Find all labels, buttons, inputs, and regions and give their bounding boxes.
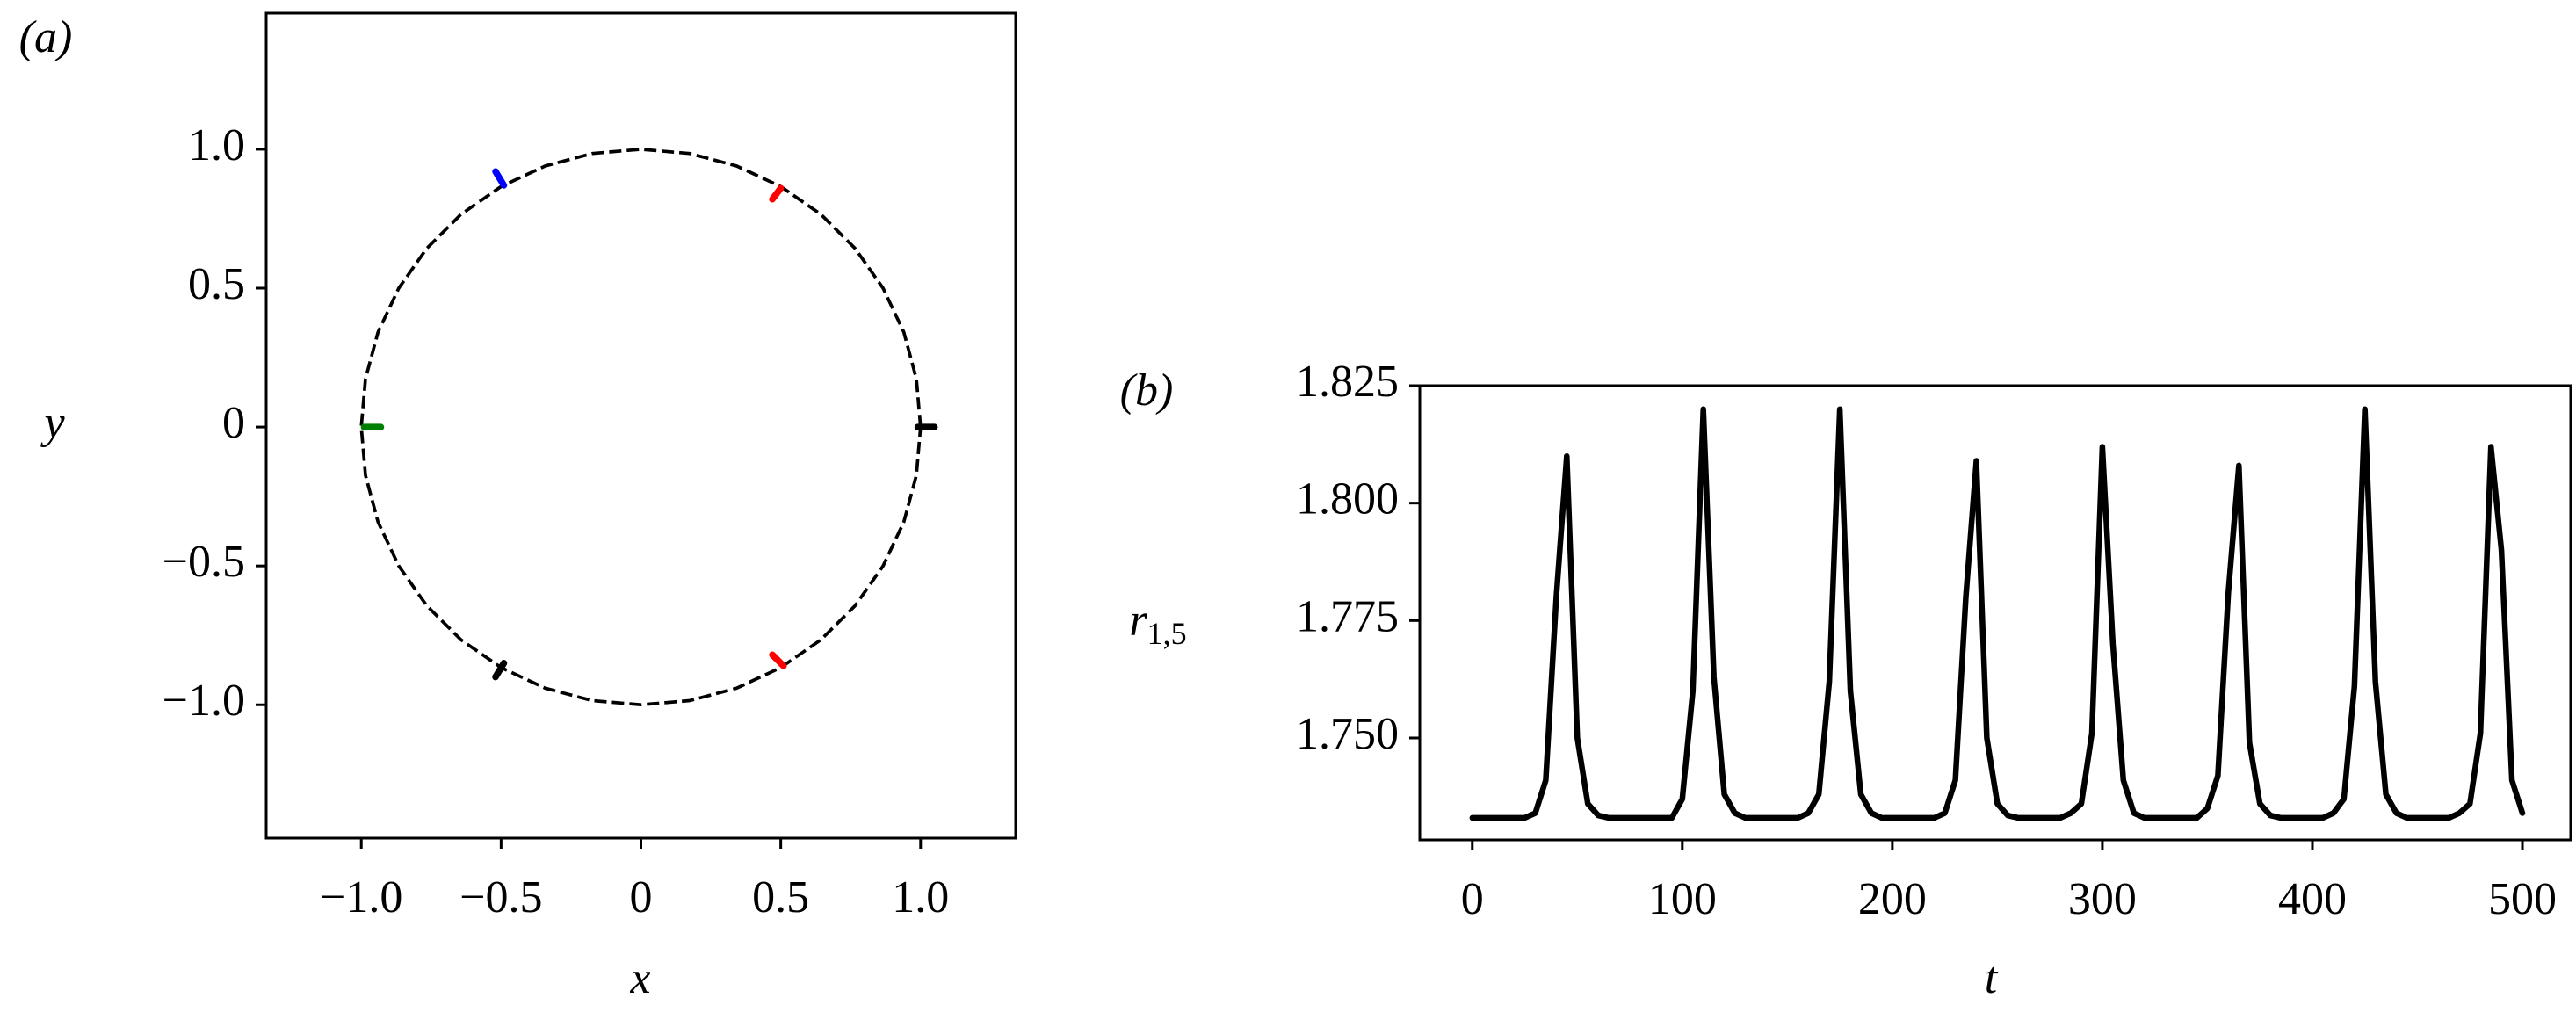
y-tick-label: 1.800 <box>1296 474 1399 524</box>
x-tick-label: 200 <box>1858 874 1927 924</box>
axes-frame <box>1418 384 2572 842</box>
x-tick-label: 0 <box>1461 874 1484 924</box>
y-axis-label-sub: 1,5 <box>1147 616 1187 651</box>
x-axis-label: t <box>1985 953 1999 1003</box>
x-tick-label: 400 <box>2278 874 2347 924</box>
x-tick-label: 300 <box>2068 874 2137 924</box>
y-tick-label: 1.825 <box>1296 357 1399 407</box>
y-axis-label-main: y <box>40 398 65 448</box>
data-line <box>359 148 923 707</box>
y-tick-label: 1.775 <box>1296 591 1399 641</box>
y-axis-label: r1,5 <box>1129 596 1186 651</box>
data-line <box>492 660 508 681</box>
y-tick-label: 0.5 <box>188 259 245 309</box>
data-line <box>492 168 508 189</box>
x-tick-label: 0.5 <box>752 872 809 922</box>
x-tick-label: 0 <box>630 872 653 922</box>
x-tick-label: −0.5 <box>459 872 542 922</box>
y-tick-label: −0.5 <box>163 537 245 587</box>
data-line <box>769 184 785 203</box>
data-line <box>1469 406 2526 821</box>
x-tick-label: −1.0 <box>320 872 402 922</box>
x-axis-label: x <box>629 953 650 1003</box>
y-axis-label-main: r <box>1129 596 1147 646</box>
x-tick-label: 1.0 <box>892 872 949 922</box>
panel-label: (a) <box>19 12 73 62</box>
x-tick-label: 500 <box>2488 874 2557 924</box>
data-line <box>769 651 787 669</box>
x-tick-label: 100 <box>1648 874 1717 924</box>
y-tick-label: 1.750 <box>1296 709 1399 759</box>
y-tick-label: −1.0 <box>163 676 245 726</box>
y-tick-label: 1.0 <box>188 120 245 170</box>
y-tick-label: 0 <box>222 398 245 448</box>
y-axis-label: y <box>40 398 65 448</box>
panel-label: (b) <box>1120 365 1174 416</box>
